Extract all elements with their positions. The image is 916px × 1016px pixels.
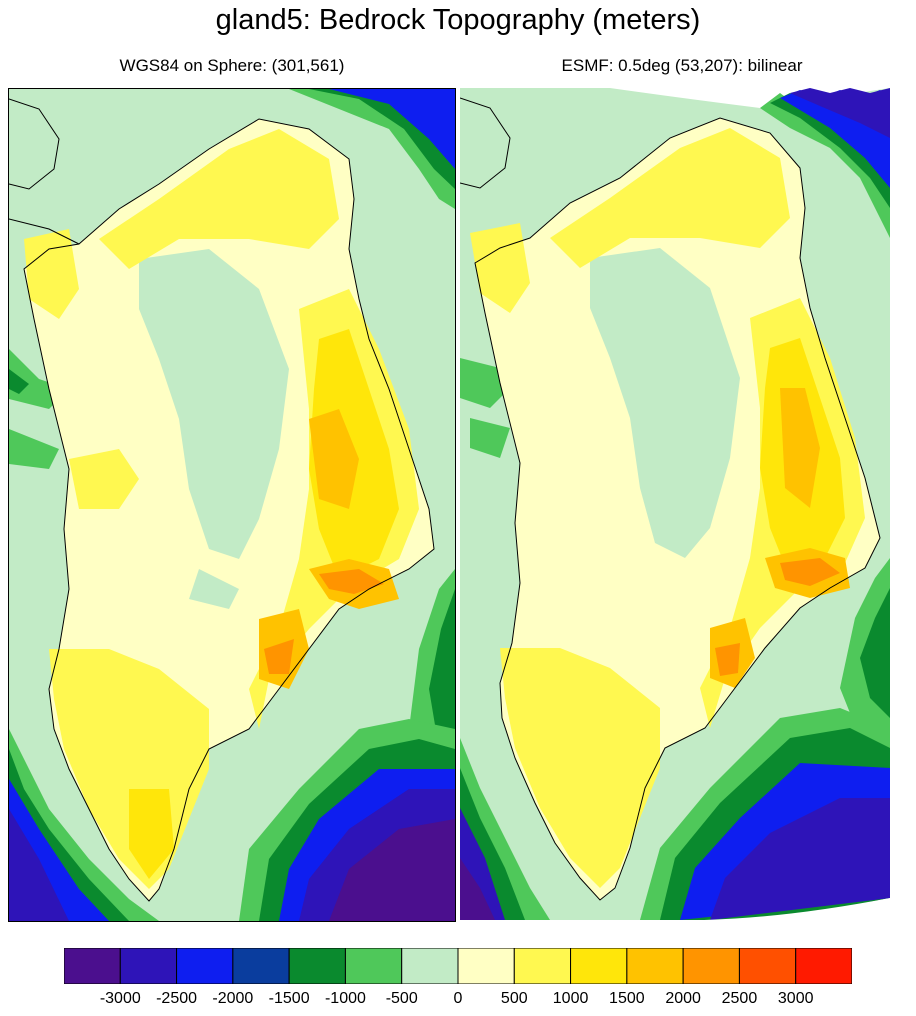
left-panel-title: WGS84 on Sphere: (301,561)	[119, 56, 345, 75]
colorbar-label: -2500	[156, 990, 198, 1007]
colorbar-swatch	[738, 948, 797, 984]
colorbar-swatch	[288, 948, 346, 984]
colorbar-swatch	[457, 948, 515, 984]
colorbar-swatch	[682, 948, 740, 984]
colorbar-label: -2000	[212, 990, 254, 1007]
colorbar-swatch	[513, 948, 572, 984]
colorbar-label: 2500	[721, 990, 758, 1007]
colorbar	[64, 948, 852, 984]
colorbar-label: -1500	[268, 990, 310, 1007]
colorbar-swatch	[626, 948, 684, 984]
colorbar-label: -3000	[99, 990, 141, 1007]
left-map-panel	[8, 88, 456, 922]
colorbar-swatch	[401, 948, 459, 984]
colorbar-swatch	[176, 948, 234, 984]
right-panel-title: ESMF: 0.5deg (53,207): bilinear	[561, 56, 803, 75]
colorbar-swatch	[570, 948, 628, 984]
right-map-graphic	[460, 88, 890, 920]
colorbar-label: -500	[385, 990, 418, 1007]
colorbar-swatch	[795, 948, 852, 984]
left-map-graphic	[9, 89, 455, 921]
colorbar-label: 2000	[665, 990, 701, 1007]
colorbar-swatch	[119, 948, 178, 984]
colorbar-swatch	[232, 948, 290, 984]
colorbar-label: -1000	[324, 990, 366, 1007]
colorbar-swatch	[344, 948, 403, 984]
colorbar-label: 0	[453, 990, 463, 1007]
colorbar-label: 1500	[609, 990, 645, 1007]
colorbar-swatch	[64, 948, 121, 984]
right-map-panel	[460, 88, 890, 920]
colorbar-label: 1000	[552, 990, 589, 1007]
colorbar-labels: -3000 -2500 -2000 -1500 -1000 -500 0 500 1000 150…	[0, 990, 916, 1014]
colorbar-label: 3000	[777, 990, 814, 1007]
main-title: gland5: Bedrock Topography (meters)	[215, 4, 701, 36]
colorbar-label: 500	[500, 990, 528, 1007]
